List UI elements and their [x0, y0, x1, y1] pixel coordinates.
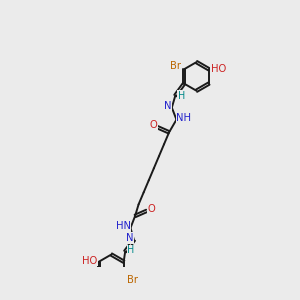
- Text: O: O: [149, 120, 157, 130]
- Text: HO: HO: [82, 256, 97, 266]
- Text: NH: NH: [176, 113, 191, 123]
- Text: N: N: [126, 233, 134, 243]
- Text: HN: HN: [116, 221, 130, 231]
- Text: HO: HO: [211, 64, 226, 74]
- Text: H: H: [178, 91, 185, 100]
- Text: H: H: [127, 245, 135, 255]
- Text: N: N: [164, 101, 171, 111]
- Text: O: O: [147, 204, 155, 214]
- Text: Br: Br: [127, 275, 138, 285]
- Text: Br: Br: [170, 61, 181, 71]
